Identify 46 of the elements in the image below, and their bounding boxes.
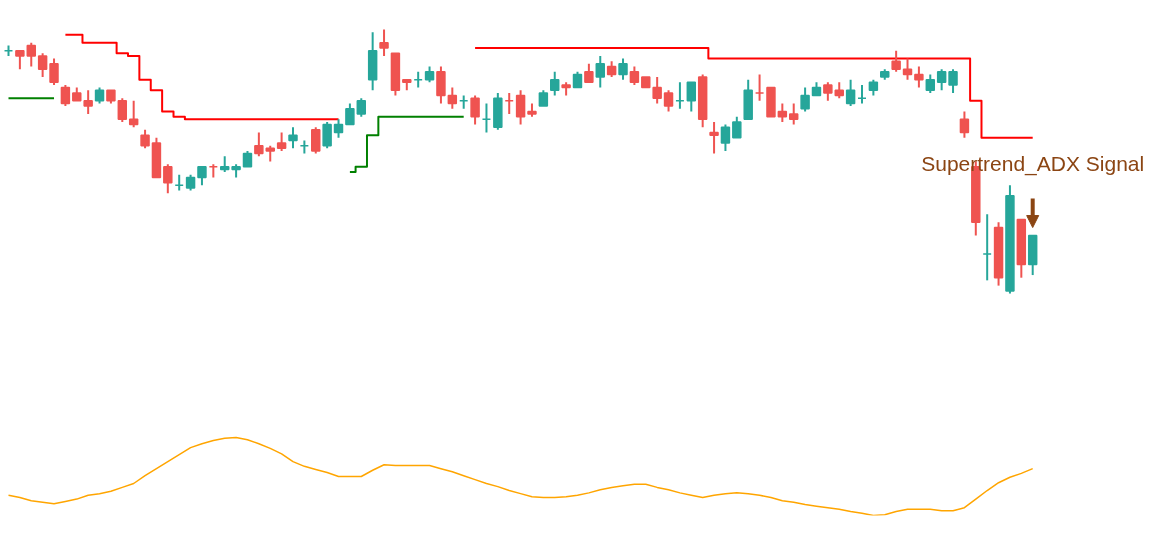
candlestick (60, 83, 71, 108)
candlestick (15, 49, 25, 71)
candlestick (823, 81, 833, 102)
candlestick (891, 49, 901, 73)
candlestick (83, 89, 93, 116)
candlestick (663, 89, 674, 113)
candlestick (652, 76, 662, 105)
annotation: Supertrend_ADX Signal (921, 151, 1145, 176)
candlestick (322, 120, 332, 150)
candlestick (197, 165, 207, 187)
candlestick (902, 57, 913, 81)
candlestick (379, 28, 389, 57)
candlestick (276, 131, 287, 152)
candlestick (163, 163, 173, 195)
candlestick (254, 131, 264, 158)
candlestick (515, 89, 526, 126)
candlestick (629, 65, 640, 86)
candlestick (584, 62, 594, 84)
candlestick (140, 128, 150, 150)
candlestick (845, 78, 856, 108)
candlestick (959, 110, 970, 139)
candlestick (936, 68, 947, 92)
candlestick (788, 102, 799, 126)
candlestick (447, 86, 458, 110)
candlestick (732, 115, 742, 139)
candlestick (686, 81, 697, 113)
candlestick (49, 57, 59, 86)
candlestick (436, 65, 446, 105)
candlestick (470, 94, 480, 126)
candlestick (37, 52, 48, 79)
candlestick (618, 57, 628, 81)
candlestick (709, 120, 719, 155)
candlestick (288, 126, 298, 150)
candlestick (925, 73, 936, 94)
candlestick (117, 97, 128, 123)
candlestick (948, 68, 958, 94)
candlestick (311, 126, 321, 155)
candlestick (356, 97, 367, 118)
candlestick (720, 123, 731, 152)
candlestick (550, 70, 560, 97)
candlestick (26, 41, 36, 68)
candlestick (345, 102, 355, 126)
candlestick (800, 86, 810, 113)
candlestick (595, 54, 605, 89)
candlestick (914, 65, 924, 89)
candlestick (333, 118, 344, 139)
